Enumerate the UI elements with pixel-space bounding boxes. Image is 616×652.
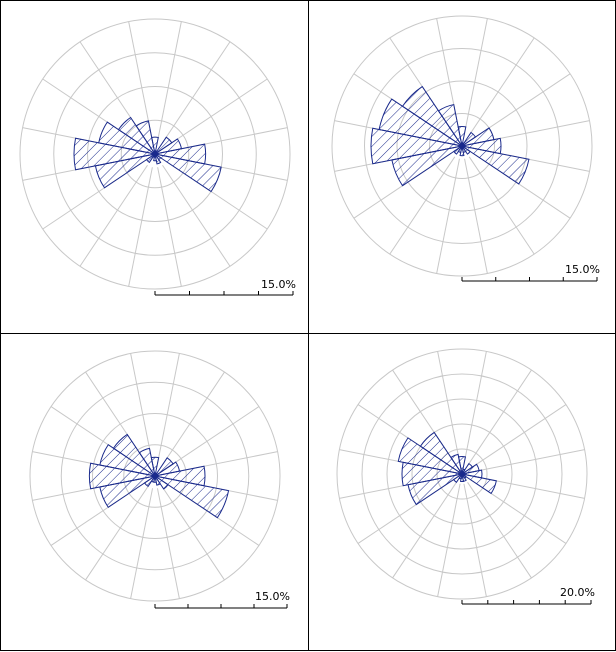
- wind-rose-chart-2: 15.0%: [331, 15, 600, 282]
- wind-rose-panel-2: 15.0%: [308, 0, 616, 334]
- petal: [154, 475, 230, 519]
- grid-ring: [60, 381, 250, 571]
- grid-spoke: [470, 404, 567, 469]
- grid-spoke: [468, 156, 535, 255]
- grid-spoke: [463, 483, 487, 597]
- petal: [459, 145, 465, 157]
- petal: [378, 98, 463, 147]
- petal: [397, 437, 463, 475]
- wind-rose-chart-1: 15.0%: [19, 18, 296, 296]
- petal: [153, 153, 157, 162]
- petal: [437, 103, 463, 147]
- grid-spoke: [156, 353, 180, 464]
- grid-ring: [364, 48, 560, 244]
- grid-ring: [53, 52, 257, 256]
- grid-spoke: [157, 21, 182, 141]
- petal: [154, 475, 161, 486]
- grid-spoke: [467, 482, 532, 579]
- petal: [88, 462, 156, 490]
- grid-spoke: [165, 78, 268, 147]
- grid-spoke: [130, 488, 154, 599]
- petal: [154, 475, 169, 490]
- petal: [401, 85, 463, 147]
- wind-rose-chart-3: 15.0%: [29, 350, 290, 609]
- grid-spoke: [437, 351, 461, 465]
- grid-ring: [19, 18, 291, 290]
- grid-spoke: [157, 167, 182, 287]
- grid-spoke: [161, 486, 225, 581]
- grid-spoke: [463, 351, 487, 465]
- grid-spoke: [437, 483, 461, 597]
- scale-label: 15.0%: [565, 263, 600, 276]
- petal: [99, 444, 156, 477]
- petal: [154, 153, 222, 193]
- grid-spoke: [85, 486, 149, 581]
- grid-spoke: [467, 369, 532, 466]
- grid-spoke: [162, 164, 231, 267]
- grid-spoke: [79, 164, 148, 267]
- petal: [73, 137, 156, 171]
- wind-rose-panel-4: 20.0%: [308, 333, 616, 651]
- grid-ring: [331, 15, 593, 277]
- grid-spoke: [161, 371, 225, 466]
- petal: [450, 453, 463, 475]
- petal: [370, 127, 463, 165]
- petal: [461, 473, 497, 495]
- wind-rose-panel-3: 15.0%: [0, 333, 309, 651]
- petal: [135, 120, 156, 155]
- scale-label: 20.0%: [560, 586, 595, 599]
- grid-spoke: [464, 158, 488, 274]
- petal: [419, 431, 463, 475]
- petal: [461, 145, 530, 185]
- scale-label: 15.0%: [255, 590, 290, 603]
- grid-spoke: [130, 353, 154, 464]
- grid-ring: [361, 373, 563, 575]
- grid-ring: [336, 348, 588, 600]
- grid-spoke: [156, 488, 180, 599]
- petal: [112, 433, 156, 477]
- grid-ring: [29, 350, 281, 602]
- grid-spoke: [165, 406, 260, 470]
- grid-spoke: [128, 167, 153, 287]
- grid-spoke: [162, 41, 231, 144]
- grid-spoke: [471, 449, 585, 473]
- grid-spoke: [436, 158, 460, 274]
- scale-label: 15.0%: [261, 278, 296, 291]
- petal: [461, 145, 471, 155]
- petal: [138, 447, 156, 477]
- petal: [154, 153, 162, 165]
- petal: [459, 473, 465, 482]
- petal: [117, 116, 156, 155]
- grid-spoke: [389, 156, 456, 255]
- wind-rose-chart-4: 20.0%: [336, 348, 595, 605]
- grid-ring: [386, 398, 538, 550]
- grid-spoke: [468, 37, 535, 136]
- wind-rose-panel-1: 15.0%: [0, 0, 309, 334]
- petal: [98, 121, 156, 155]
- grid-spoke: [392, 482, 457, 579]
- grid-spoke: [464, 18, 488, 134]
